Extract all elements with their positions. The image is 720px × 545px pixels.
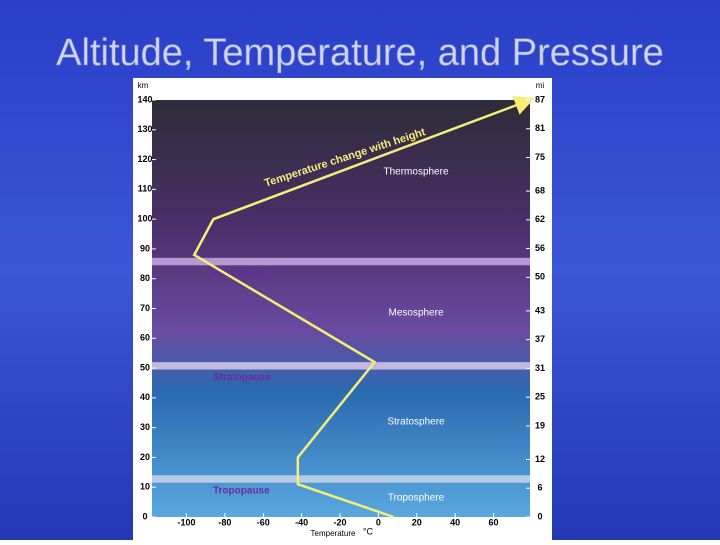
y2-tick-label: 68 (535, 185, 545, 195)
plot-area (152, 100, 530, 517)
x-tick-label: -60 (257, 517, 270, 527)
y-tick-label: 50 (140, 362, 150, 372)
layer-label: Mesosphere (388, 308, 443, 319)
y2-tick-label: 43 (535, 305, 545, 315)
x-tick-label: 60 (489, 517, 499, 527)
pause-band (152, 257, 530, 266)
y2-tick-label: 62 (535, 214, 545, 224)
x-tick-label: -40 (295, 517, 308, 527)
x-tick-label: -80 (218, 517, 231, 527)
x-tick-label: 0 (376, 517, 381, 527)
y2-tick-label: 6 (537, 483, 542, 493)
y-tick-label: 140 (137, 94, 152, 104)
pause-band (152, 475, 530, 483)
y-tick-label: 10 (140, 482, 150, 492)
y-tick-label: 70 (140, 303, 150, 313)
pause-band (152, 362, 530, 370)
y2-tick-label: 31 (535, 363, 545, 373)
y2-tick-label: 50 (535, 272, 545, 282)
x-label: Temperature (311, 529, 356, 538)
y-tick-label: 90 (140, 243, 150, 253)
y2-tick-label: 81 (535, 123, 545, 133)
y2-tick-label: 37 (535, 334, 545, 344)
layer-label: Troposphere (388, 493, 445, 504)
y-tick-label: 40 (140, 392, 150, 402)
y-tick-label: 30 (140, 422, 150, 432)
y2-tick-label: 0 (537, 511, 542, 521)
pause-label: Mesopause (213, 268, 268, 279)
temperature-line (192, 95, 535, 519)
y-unit: km (138, 81, 149, 90)
y2-tick-label: 56 (535, 243, 545, 253)
x-tick-label: 20 (412, 517, 422, 527)
y-tick-label: 0 (142, 511, 147, 521)
x-tick-label: 40 (450, 517, 460, 527)
y2-tick-label: 19 (535, 420, 545, 430)
y2-tick-label: 25 (535, 392, 545, 402)
x-tick-label: -100 (178, 517, 196, 527)
layer-label: Stratosphere (387, 417, 445, 428)
plot: Tropopause Stratopause Mesopause (152, 95, 535, 519)
y2-tick-label: 12 (535, 454, 545, 464)
x-tick-label: -20 (334, 517, 347, 527)
y2-tick-label: 75 (535, 152, 545, 162)
y2-tick-label: 87 (535, 94, 545, 104)
slide-title: Altitude, Temperature, and Pressure (56, 32, 664, 74)
y-tick-label: 80 (140, 273, 150, 283)
layer-label: Thermosphere (383, 167, 448, 178)
pause-label: Stratopause (213, 372, 271, 383)
y-tick-label: 130 (137, 124, 152, 134)
pause-label: Tropopause (213, 485, 270, 496)
x-unit: °C (363, 526, 374, 536)
y-tick-label: 100 (137, 214, 152, 224)
y-tick-label: 110 (138, 184, 153, 194)
y-tick-label: 60 (140, 333, 150, 343)
y-tick-label: 20 (140, 452, 150, 462)
y-tick-label: 120 (137, 154, 152, 164)
y2-unit: mi (536, 81, 545, 90)
